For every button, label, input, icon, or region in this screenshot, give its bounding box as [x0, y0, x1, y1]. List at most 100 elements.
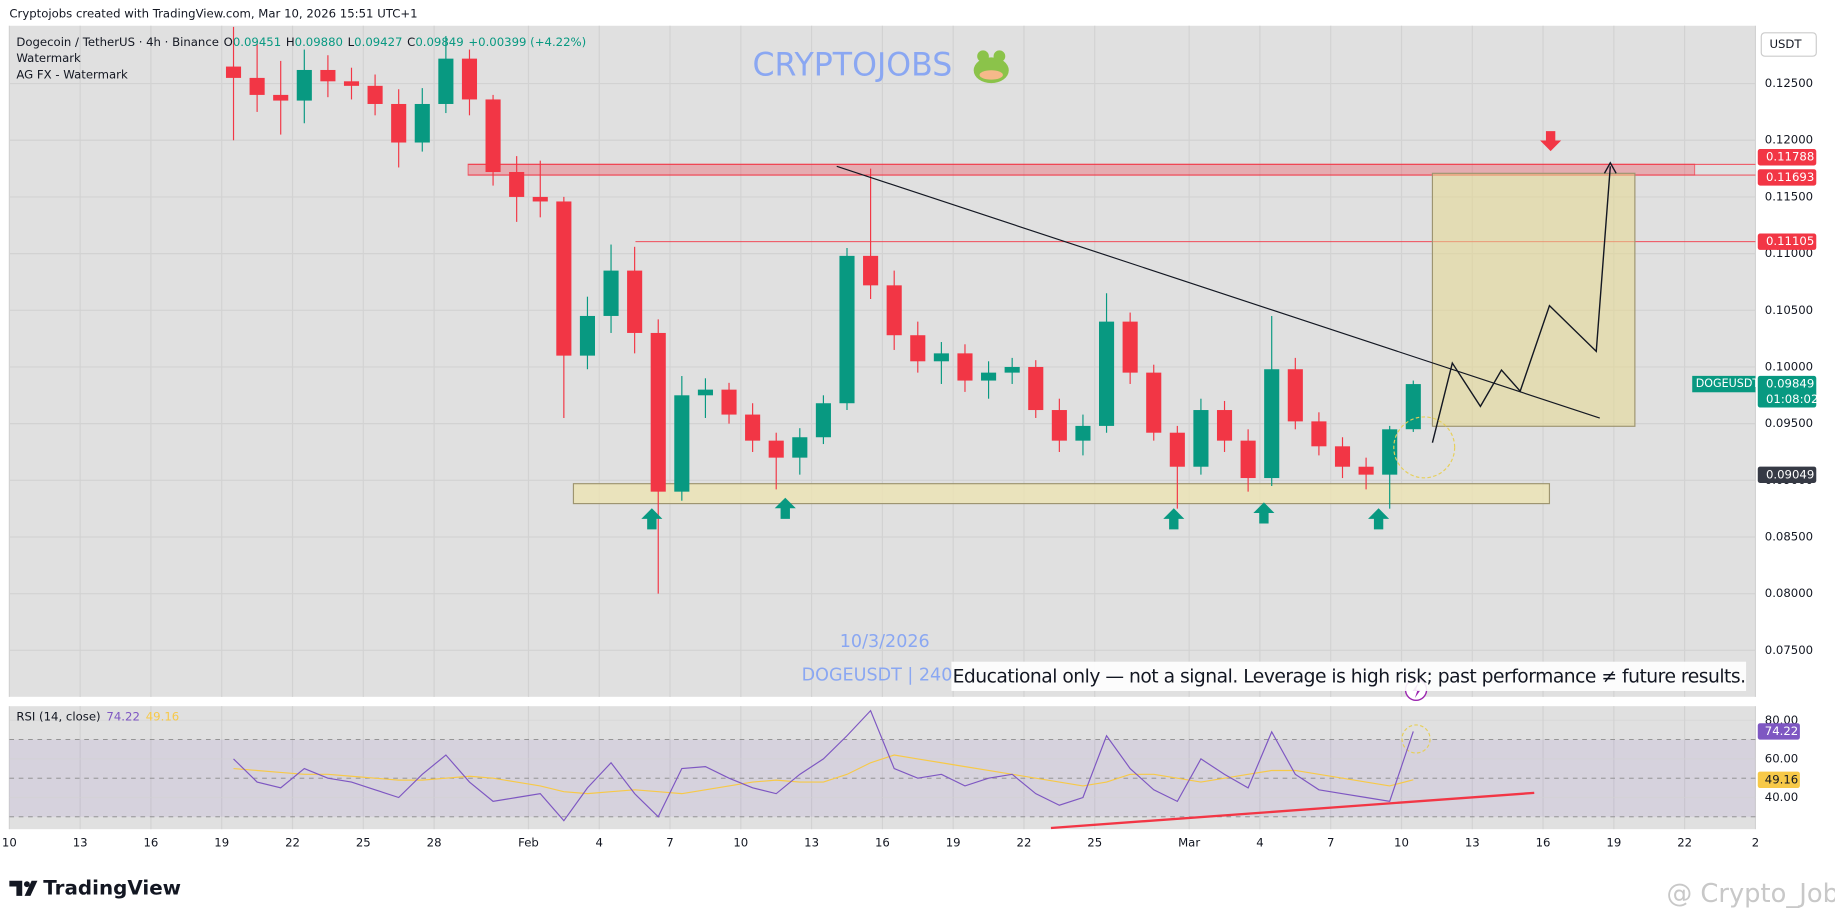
price-label-bg — [1757, 169, 1817, 186]
y-tick-label: 0.08000 — [1765, 586, 1813, 600]
x-tick-label: 10 — [1394, 836, 1409, 850]
logo-dot — [23, 881, 30, 888]
x-tick-label: Feb — [518, 836, 539, 850]
x-tick-label: 7 — [1327, 836, 1334, 850]
candle-body — [886, 285, 902, 336]
ohlc-value: 0.09849 — [415, 35, 463, 49]
logo-text: TradingView — [43, 876, 181, 899]
projection-box — [1431, 172, 1636, 427]
candle-body — [485, 99, 501, 172]
x-tick-label: 22 — [1677, 836, 1692, 850]
frog-icon — [973, 50, 1009, 84]
candle-body — [225, 66, 242, 78]
up-arrow — [641, 508, 663, 530]
currency[interactable]: USDT — [1769, 37, 1802, 51]
candle-body — [1334, 446, 1351, 467]
rsi-tick-label: 40.00 — [1765, 790, 1798, 804]
y-tick-label: 0.09500 — [1765, 416, 1813, 430]
last-price: 0.09849 — [1766, 377, 1814, 391]
price-label: 0.11105 — [1766, 234, 1814, 248]
candle-body — [1358, 466, 1374, 475]
y-tick-label: 0.07500 — [1765, 643, 1813, 657]
candle-body — [320, 69, 336, 82]
rsi-ma-label: 49.16 — [1765, 772, 1798, 786]
x-tick-label: 13 — [804, 836, 819, 850]
rsi-trendline — [1050, 791, 1535, 830]
currency-button[interactable] — [1760, 32, 1817, 57]
frog-eye — [993, 50, 1006, 63]
last-price-bg — [1757, 375, 1817, 408]
candle-body — [1216, 410, 1233, 441]
indicator-legend: AG FX - Watermark — [16, 67, 128, 81]
x-tick-label: 25 — [356, 836, 371, 850]
price-label-bg — [1757, 233, 1817, 250]
x-tick-label: 25 — [1087, 836, 1102, 850]
candle-body — [461, 58, 478, 100]
x-tick-label: 16 — [143, 836, 158, 850]
candle-body — [1240, 440, 1256, 479]
x-tick-label: 4 — [596, 836, 603, 850]
indicator-legend: Watermark — [16, 51, 81, 65]
price-label-bg — [1757, 466, 1817, 483]
candle-body — [1051, 410, 1067, 441]
x-tick-label: 4 — [1256, 836, 1263, 850]
candle-body — [1098, 321, 1115, 426]
x-tick-label: 22 — [285, 836, 300, 850]
y-tick-label: 0.12000 — [1765, 133, 1813, 147]
x-tick-label: 28 — [427, 836, 442, 850]
down-arrow — [1540, 131, 1562, 152]
candle-body — [414, 103, 430, 143]
price-label: 0.09049 — [1766, 467, 1814, 481]
y-tick-label: 0.08500 — [1765, 529, 1813, 543]
candle-body — [603, 270, 619, 316]
price-label-bg — [1757, 149, 1817, 166]
candle-body — [957, 353, 973, 381]
y-tick-label: 0.10500 — [1765, 303, 1813, 317]
disclaimer-box — [951, 661, 1747, 691]
rsi-tick-label: 60.00 — [1765, 751, 1798, 765]
ohlc-label: L — [348, 35, 355, 49]
candle-body — [1004, 366, 1020, 373]
x-tick-label: 19 — [1606, 836, 1621, 850]
candle-body — [933, 353, 949, 362]
frog-mouth — [979, 70, 1003, 80]
ohlc-value: 0.09427 — [354, 35, 402, 49]
symbol-label-bg — [1692, 375, 1756, 393]
rsi-ma-label-bg — [1757, 771, 1800, 789]
candle-body — [815, 403, 831, 438]
support-zone — [572, 483, 1551, 505]
candle-body — [1146, 372, 1162, 433]
zones — [572, 172, 1636, 505]
candle-body — [1193, 410, 1209, 467]
ohlc-value: 0.09451 — [233, 35, 281, 49]
candle-body — [367, 85, 383, 104]
symbol-label: DOGEUSDT — [1696, 377, 1760, 390]
rsi-title: RSI (14, close) — [16, 709, 100, 723]
projection-path — [1431, 166, 1612, 443]
credit: Cryptojobs created with TradingView.com,… — [9, 7, 417, 21]
x-tick-label: 7 — [666, 836, 673, 850]
candle-body — [532, 196, 548, 202]
countdown: 01:08:02 — [1766, 392, 1818, 406]
x-tick-label: 10 — [733, 836, 748, 850]
frog-eye — [977, 50, 989, 63]
x-tick-label: 19 — [214, 836, 229, 850]
watermark: CRYPTOJOBS — [752, 48, 952, 84]
x-tick-label: 16 — [875, 836, 890, 850]
candle-body — [509, 171, 525, 197]
candle-body — [1075, 425, 1091, 441]
ohlc-value: 0.09880 — [295, 35, 343, 49]
symbol-legend: Dogecoin / TetherUS · 4h · Binance O0.094… — [16, 35, 586, 49]
y-tick-label: 0.12500 — [1765, 76, 1813, 90]
rsi-legend-value: 74.22 — [106, 709, 139, 723]
projection-arrowhead — [1603, 161, 1617, 174]
grid — [8, 25, 1757, 830]
candle-body — [863, 255, 879, 286]
candle-body — [391, 103, 407, 143]
rsi-line — [233, 709, 1414, 822]
candle-body — [1169, 432, 1185, 467]
candle-body — [697, 389, 713, 396]
candle-body — [438, 58, 454, 104]
candles — [225, 26, 1421, 594]
